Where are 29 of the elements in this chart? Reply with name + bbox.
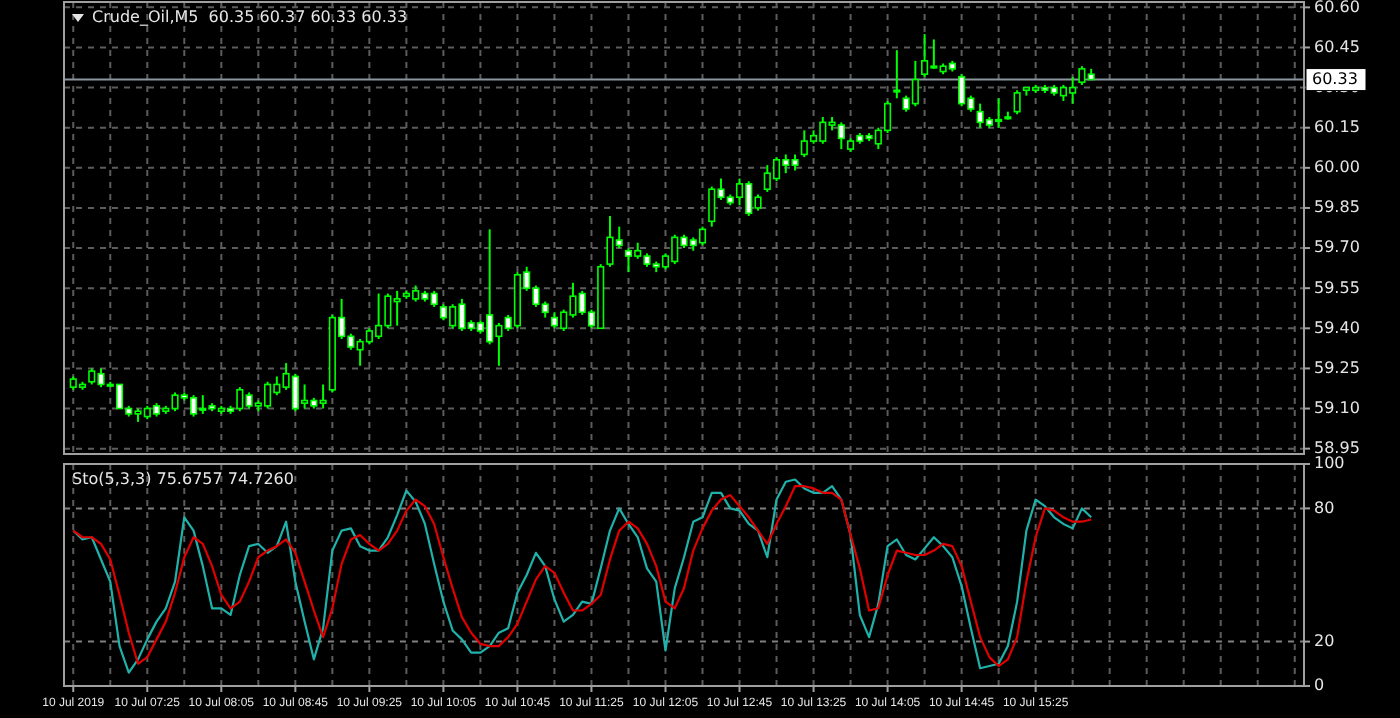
y-tick-label: 59.70 (1314, 238, 1360, 257)
candlestick (735, 177, 744, 207)
ref-line-label: 60.33 (1312, 69, 1358, 88)
y-tick-label: 60.00 (1314, 158, 1360, 177)
candlestick (189, 394, 198, 418)
y-tick-label: 0 (1314, 676, 1325, 695)
chart-title: Sto(5,3,3) 75.6757 74.7260 (72, 470, 294, 488)
y-tick-label: 58.95 (1314, 439, 1360, 458)
y-tick-label: 59.85 (1314, 198, 1360, 217)
candlestick (624, 247, 633, 274)
candlestick (772, 156, 781, 183)
y-tick-label: 60.15 (1314, 118, 1360, 137)
y-tick-label: 60.60 (1314, 0, 1360, 16)
y-tick-label: 59.10 (1314, 398, 1360, 417)
chart-title: Crude_Oil,M5 60.35 60.37 60.33 60.33 (92, 8, 408, 26)
y-tick-label: 59.55 (1314, 278, 1360, 297)
candlestick (958, 73, 966, 108)
y-tick-label: 80 (1314, 498, 1335, 517)
candlestick (911, 59, 919, 108)
y-tick-label: 59.25 (1314, 358, 1360, 377)
y-tick-label: 20 (1314, 631, 1335, 650)
candlestick (893, 49, 901, 100)
candlestick (698, 225, 707, 247)
candlestick (1013, 89, 1021, 116)
candlestick (921, 33, 929, 78)
y-tick-label: 60.45 (1314, 37, 1360, 56)
y-tick-label: 59.40 (1314, 318, 1360, 337)
y-tick-label: 100 (1314, 454, 1345, 473)
candlestick (115, 383, 124, 410)
